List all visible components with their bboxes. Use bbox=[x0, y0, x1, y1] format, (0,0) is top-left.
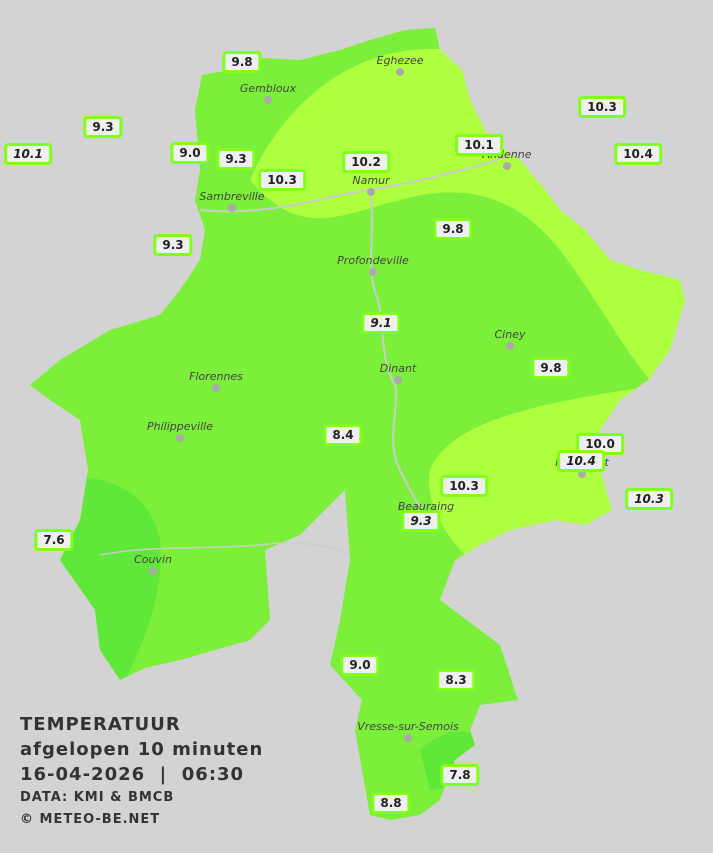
station-temperature[interactable]: 9.0 bbox=[340, 654, 380, 676]
station-temperature[interactable]: 9.8 bbox=[433, 218, 473, 240]
city-label: Sambreville bbox=[199, 190, 265, 203]
city-label: Vresse-sur-Semois bbox=[357, 720, 459, 733]
city-dot bbox=[228, 204, 236, 212]
station-temperature[interactable]: 9.3 bbox=[83, 116, 123, 138]
legend: TEMPERATUUR afgelopen 10 minuten 16-04-2… bbox=[20, 712, 263, 831]
legend-datetime: 16-04-2026 | 06:30 bbox=[20, 764, 245, 785]
city-dot bbox=[212, 384, 220, 392]
city-dot bbox=[394, 376, 402, 384]
station-temperature[interactable]: 8.8 bbox=[371, 792, 411, 814]
city-dot bbox=[506, 342, 514, 350]
station-temperature[interactable]: 8.3 bbox=[436, 669, 476, 691]
station-temperature[interactable]: 10.1 bbox=[455, 134, 503, 156]
city-dot bbox=[369, 268, 377, 276]
city-dot bbox=[176, 434, 184, 442]
temp-zone-8-south bbox=[420, 731, 480, 790]
viroin-river bbox=[99, 542, 351, 556]
city-dot bbox=[404, 734, 412, 742]
sambre-meuse-river bbox=[199, 149, 521, 213]
legend-source: DATA: KMI & BMCB bbox=[20, 790, 175, 805]
city-label: Gembloux bbox=[239, 82, 297, 95]
city-label: Eghezee bbox=[376, 54, 424, 67]
city-label: Florennes bbox=[189, 370, 243, 383]
station-temperature[interactable]: 10.3 bbox=[258, 169, 306, 191]
station-temperature[interactable]: 7.6 bbox=[34, 529, 74, 551]
meuse-river bbox=[370, 194, 431, 521]
city-dot bbox=[578, 470, 586, 478]
city-label: Profondeville bbox=[337, 254, 409, 267]
station-temperature[interactable]: 9.3 bbox=[401, 510, 441, 532]
station-temperature[interactable]: 10.3 bbox=[578, 96, 626, 118]
legend-copyright: © METEO-BE.NET bbox=[20, 812, 161, 827]
city-label: Philippeville bbox=[147, 420, 213, 433]
city-dot bbox=[367, 188, 375, 196]
station-temperature[interactable]: 10.1 bbox=[4, 143, 52, 165]
station-temperature[interactable]: 9.8 bbox=[531, 357, 571, 379]
city-label: Dinant bbox=[379, 362, 417, 375]
city-dot bbox=[149, 567, 157, 575]
station-temperature[interactable]: 10.3 bbox=[440, 475, 488, 497]
station-temperature[interactable]: 10.0 bbox=[576, 433, 624, 455]
city-dot bbox=[396, 68, 404, 76]
station-temperature[interactable]: 7.8 bbox=[440, 764, 480, 786]
station-temperature[interactable]: 9.1 bbox=[361, 312, 401, 334]
legend-subtitle: afgelopen 10 minuten bbox=[20, 739, 264, 760]
station-temperature[interactable]: 9.3 bbox=[216, 148, 256, 170]
station-temperature[interactable]: 10.4 bbox=[557, 450, 605, 472]
station-temperature[interactable]: 10.3 bbox=[625, 488, 673, 510]
station-temperature[interactable]: 9.0 bbox=[170, 142, 210, 164]
city-label: Namur bbox=[352, 174, 390, 187]
station-temperature[interactable]: 9.8 bbox=[222, 51, 262, 73]
city-label: Beauraing bbox=[397, 500, 455, 513]
temp-zone-10-north bbox=[250, 49, 685, 420]
city-dot bbox=[264, 96, 272, 104]
station-temperature[interactable]: 10.2 bbox=[342, 151, 390, 173]
city-label: Ciney bbox=[494, 328, 526, 341]
station-temperature[interactable]: 8.4 bbox=[323, 424, 363, 446]
station-temperature[interactable]: 10.4 bbox=[614, 143, 662, 165]
city-dot bbox=[503, 162, 511, 170]
station-temperature[interactable]: 9.3 bbox=[153, 234, 193, 256]
city-label: Couvin bbox=[134, 553, 172, 566]
legend-title: TEMPERATUUR bbox=[20, 714, 181, 735]
